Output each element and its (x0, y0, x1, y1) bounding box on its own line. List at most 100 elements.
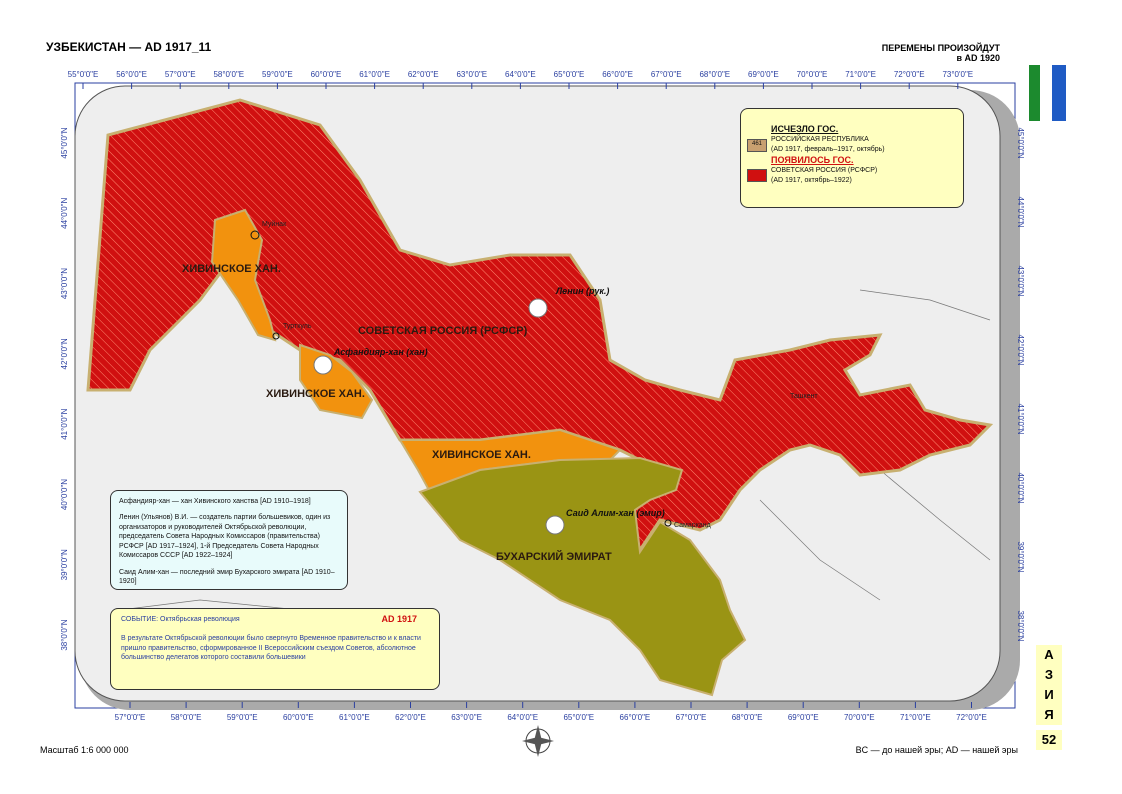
note-text: Асфандияр-хан — хан Хивинского ханства [… (119, 498, 311, 505)
continent-tab: А З И Я (1036, 645, 1062, 725)
top-coordinate: 65°0'0"E (554, 70, 585, 79)
region-label: БУХАРСКИЙ ЭМИРАТ (496, 550, 612, 563)
era-note: BC — до нашей эры; AD — нашей эры (855, 745, 1018, 755)
region-label: ХИВИНСКОЕ ХАН. (432, 449, 531, 461)
top-coordinate: 66°0'0"E (602, 70, 633, 79)
city-marker (272, 332, 280, 340)
legend-dates: (AD 1917, октябрь–1922) (771, 176, 852, 184)
top-coordinate: 63°0'0"E (456, 70, 487, 79)
bottom-coordinate: 64°0'0"E (507, 713, 538, 722)
top-coordinate: 64°0'0"E (505, 70, 536, 79)
bottom-coordinate: 60°0'0"E (283, 713, 314, 722)
city-marker (664, 519, 672, 527)
note: ПЕРЕМЕНЫ ПРОИЗОЙДУТ (881, 43, 1000, 53)
bottom-coordinate: 70°0'0"E (844, 713, 875, 722)
top-coordinate: 62°0'0"E (408, 70, 439, 79)
graticule-labels: 55°0'0"E 56°0'0"E 57°0'0"E 58°0'0"E 59°0'0"E… (60, 70, 1025, 722)
legend-badge: 461 (747, 139, 767, 153)
legend-heading: ИСЧЕЗЛО ГОС. (771, 124, 839, 134)
bottom-coordinate: 57°0'0"E (115, 713, 146, 722)
person-label: Асфандияр-хан (хан) (333, 347, 428, 357)
event-box: СОБЫТИЕ: Октябрьская революция AD 1917 В… (110, 608, 440, 690)
legend-name: СОВЕТСКАЯ РОССИЯ (РСФСР) (771, 167, 878, 175)
bukhara-emirate (418, 456, 747, 697)
bottom-coordinate: 67°0'0"E (676, 713, 707, 722)
legend: ИСЧЕЗЛО ГОС. 461 РОССИЙСКАЯ РЕСПУБЛИКА (… (740, 108, 964, 208)
note-text: Ленин (Ульянов) В.И. — создатель партии … (119, 514, 331, 560)
bottom-coordinate: 71°0'0"E (900, 713, 931, 722)
top-coordinate: 67°0'0"E (651, 70, 682, 79)
right-coordinate: 41°0'0"N (1016, 403, 1025, 434)
bottom-coordinate: 65°0'0"E (563, 713, 594, 722)
note-date: в AD 1920 (956, 53, 1000, 63)
legend-dates: (AD 1917, февраль–1917, октябрь) (771, 145, 885, 153)
left-coordinate: 41°0'0"N (60, 408, 69, 439)
left-coordinate: 39°0'0"N (60, 549, 69, 580)
left-coordinate: 40°0'0"N (60, 479, 69, 510)
legend-name: РОССИЙСКАЯ РЕСПУБЛИКА (771, 136, 869, 144)
page-title: УЗБЕКИСТАН — AD 1917_11 (46, 40, 212, 54)
region-label: ХИВИНСКОЕ ХАН. (182, 263, 281, 275)
bottom-coordinate: 68°0'0"E (732, 713, 763, 722)
region-label: ХИВИНСКОЕ ХАН. (266, 388, 365, 400)
right-coordinate: 44°0'0"N (1016, 196, 1025, 227)
continent-letter: А (1044, 647, 1054, 662)
event-text: В результате Октябрьской революции было … (121, 635, 421, 662)
person-label: Ленин (рук.) (555, 286, 609, 296)
top-coordinate: 68°0'0"E (699, 70, 730, 79)
continent-letter: З (1044, 667, 1054, 682)
legend-swatch (747, 169, 767, 183)
compass-rose (522, 725, 554, 757)
city-label: Самарканд (674, 522, 711, 529)
city-label: Турткуль (283, 323, 312, 330)
person-icon (528, 298, 548, 318)
bottom-coordinate: 69°0'0"E (788, 713, 819, 722)
top-coordinate: 56°0'0"E (116, 70, 147, 79)
bottom-coordinate: 72°0'0"E (956, 713, 987, 722)
legend-heading: ПОЯВИЛОСЬ ГОС. (771, 155, 854, 166)
scale: Масштаб 1:6 000 000 (40, 745, 129, 755)
left-coordinate: 45°0'0"N (60, 127, 69, 158)
top-coordinate: 73°0'0"E (942, 70, 973, 79)
top-coordinate: 61°0'0"E (359, 70, 390, 79)
top-coordinate: 57°0'0"E (165, 70, 196, 79)
left-coordinate: 42°0'0"N (60, 338, 69, 369)
event-label: СОБЫТИЕ: Октябрьская революция (121, 616, 240, 623)
bottom-coordinate: 58°0'0"E (171, 713, 202, 722)
top-coordinate: 59°0'0"E (262, 70, 293, 79)
flag-white (1040, 65, 1052, 121)
note-text: Саид Алим-хан — последний эмир Бухарског… (119, 568, 335, 586)
right-coordinate: 38°0'0"N (1016, 610, 1025, 641)
top-coordinate: 60°0'0"E (311, 70, 342, 79)
city-label: Ташкент (790, 393, 818, 400)
bottom-coordinate: 62°0'0"E (395, 713, 426, 722)
person-icon (545, 515, 565, 535)
header-note: ПЕРЕМЕНЫ ПРОИЗОЙДУТ в AD 1920 (882, 43, 1000, 63)
top-coordinate: 58°0'0"E (213, 70, 244, 79)
bottom-coordinate: 59°0'0"E (227, 713, 258, 722)
continent-letter: И (1044, 687, 1054, 702)
top-coordinate: 72°0'0"E (894, 70, 925, 79)
bottom-coordinate: 66°0'0"E (620, 713, 651, 722)
right-coordinate: 39°0'0"N (1016, 541, 1025, 572)
bottom-coordinate: 63°0'0"E (451, 713, 482, 722)
right-coordinate: 42°0'0"N (1016, 334, 1025, 365)
top-coordinate: 71°0'0"E (845, 70, 876, 79)
person-icon (313, 355, 333, 375)
continent-letter: Я (1044, 707, 1054, 722)
khiva-region (210, 208, 277, 342)
region-label: СОВЕТСКАЯ РОССИЯ (РСФСР) (358, 325, 528, 337)
top-coordinate: 69°0'0"E (748, 70, 779, 79)
city-marker (250, 230, 260, 240)
notes-box: Асфандияр-хан — хан Хивинского ханства [… (110, 490, 348, 590)
legend-item: СОВЕТСКАЯ РОССИЯ (РСФСР) (AD 1917, октяб… (747, 166, 955, 185)
left-coordinate: 38°0'0"N (60, 619, 69, 650)
city-label: Муйнак (262, 220, 287, 228)
page-number: 52 (1036, 730, 1062, 750)
right-coordinate: 45°0'0"N (1016, 127, 1025, 158)
border-lines (119, 289, 991, 611)
right-coordinate: 43°0'0"N (1016, 265, 1025, 296)
